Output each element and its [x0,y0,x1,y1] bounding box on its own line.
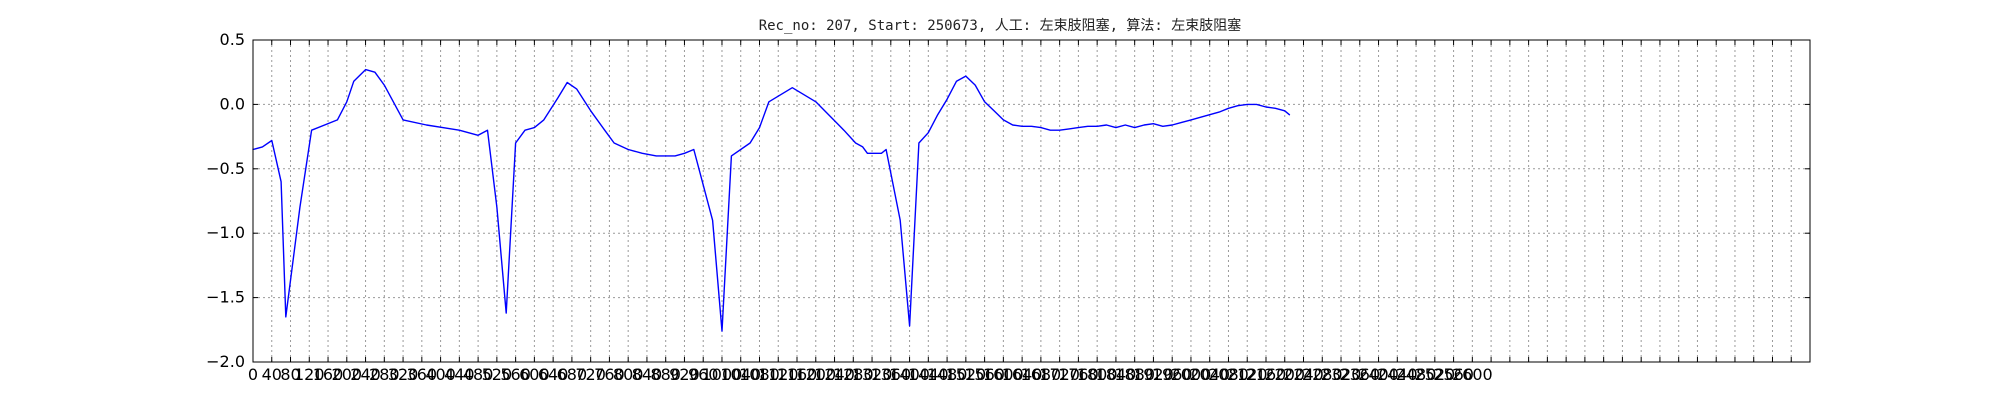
x-tick-label: 120 [294,365,325,384]
x-tick-label: 360 [407,365,438,384]
tick-layer [252,39,1811,363]
x-tick-label: 680 [557,365,588,384]
y-tick-label: 0.5 [220,30,245,49]
x-tick-label: 1040 [720,365,761,384]
x-tick-label: 1840 [1096,365,1137,384]
x-tick-label: 1120 [758,365,799,384]
x-tick-label: 240 [350,365,381,384]
x-tick-label: 1320 [852,365,893,384]
x-tick-label: 560 [500,365,531,384]
x-tick-label: 1400 [889,365,930,384]
x-tick-label: 400 [425,365,456,384]
x-tick-label: 320 [388,365,419,384]
x-tick-label: 1080 [739,365,780,384]
x-tick-label: 0 [248,365,258,384]
x-tick-label: 2120 [1227,365,1268,384]
x-tick-label: 1240 [814,365,855,384]
x-tick-label: 720 [575,365,606,384]
x-tick-label: 2400 [1358,365,1399,384]
x-tick-label: 1880 [1114,365,1155,384]
x-tick-label: 1760 [1058,365,1099,384]
x-tick-label: 1960 [1152,365,1193,384]
x-tick-label: 200 [332,365,363,384]
grid-layer [253,40,1810,362]
x-tick-label: 2040 [1189,365,1230,384]
x-tick-label: 80 [280,365,300,384]
x-tick-label: 1680 [1021,365,1062,384]
x-tick-label: 2000 [1171,365,1212,384]
x-tick-label: 640 [538,365,569,384]
x-tick-label: 1560 [964,365,1005,384]
chart-title: Rec_no: 207, Start: 250673, 人工: 左束肢阻塞, 算… [759,17,1242,34]
x-tick-label: 2360 [1339,365,1380,384]
x-tick-label: 2280 [1302,365,1343,384]
tick-label-layer: 0 408012016020024028032036040044048052056… [206,30,1493,384]
x-tick-label: 2600 [1452,365,1493,384]
x-tick-label: 920 [669,365,700,384]
x-tick-label: 600 [519,365,550,384]
x-tick-label: 1480 [927,365,968,384]
x-tick-label: 1360 [870,365,911,384]
x-tick-label: 1720 [1039,365,1080,384]
y-tick-label: −2.0 [206,352,245,371]
x-tick-label: 520 [482,365,513,384]
y-tick-label: −1.0 [206,223,245,242]
x-tick-label: 2240 [1283,365,1324,384]
x-tick-label: 2160 [1246,365,1287,384]
x-tick-label: 1520 [945,365,986,384]
x-tick-label: 1640 [1002,365,1043,384]
x-tick-label: 840 [632,365,663,384]
x-tick-label: 880 [650,365,681,384]
x-tick-label: 1200 [795,365,836,384]
x-tick-label: 1280 [833,365,874,384]
x-tick-label: 1160 [777,365,818,384]
x-tick-label: 1920 [1133,365,1174,384]
plot-frame [252,39,1811,363]
ecg-series-line [252,68,1291,332]
x-tick-label: 2320 [1321,365,1362,384]
y-tick-label: −1.5 [206,288,245,307]
x-tick-label: 2200 [1264,365,1305,384]
x-tick-label: 1000 [702,365,743,384]
x-tick-label: 1800 [1077,365,1118,384]
y-tick-label: 0.0 [220,94,245,113]
y-tick-label: −0.5 [206,159,245,178]
x-tick-label: 160 [313,365,344,384]
x-tick-label: 2440 [1377,365,1418,384]
x-tick-label: 40 [262,365,282,384]
x-tick-label: 2080 [1208,365,1249,384]
x-tick-label: 2560 [1433,365,1474,384]
ecg-trace-layer [252,68,1291,332]
x-tick-label: 2480 [1396,365,1437,384]
x-tick-label: 440 [444,365,475,384]
x-tick-label: 800 [613,365,644,384]
x-tick-label: 1600 [983,365,1024,384]
x-tick-label: 760 [594,365,625,384]
x-tick-label: 480 [463,365,494,384]
x-tick-label: 1440 [908,365,949,384]
x-tick-label: 280 [369,365,400,384]
x-tick-label: 960 [688,365,719,384]
x-tick-label: 2520 [1414,365,1455,384]
